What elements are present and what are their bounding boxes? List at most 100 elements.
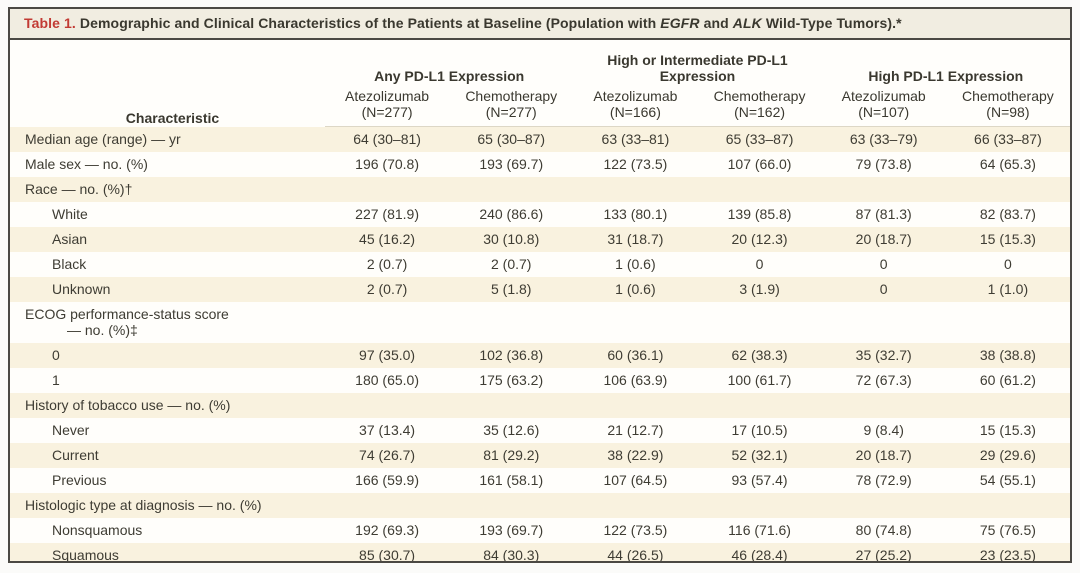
table-row: Histologic type at diagnosis — no. (%)	[10, 493, 1070, 518]
cell-value: 193 (69.7)	[479, 156, 544, 172]
cell-value: 80 (74.8)	[855, 522, 912, 538]
row-label: Race — no. (%)†	[25, 181, 133, 197]
cell-value: 23 (23.5)	[979, 547, 1036, 563]
row-label: Unknown	[52, 281, 111, 297]
table-row: Current 74 (26.7) 81 (29.2) 38 (22.9) 52 (32…	[10, 443, 1070, 468]
cell-value: 35 (12.6)	[483, 422, 540, 438]
cell-value: 35 (32.7)	[855, 347, 912, 363]
cell-value: 17 (10.5)	[731, 422, 788, 438]
table-row: History of tobacco use — no. (%)	[10, 393, 1070, 418]
cell-value: 116 (71.6)	[728, 522, 791, 538]
cell-value	[573, 493, 697, 518]
cell-value: 240 (86.6)	[479, 206, 544, 222]
column-header-atezolizumab-any: Atezolizumab (N=277)	[325, 85, 450, 127]
cell-value	[946, 302, 1070, 343]
column-header-chemotherapy-high-intermediate: Chemotherapy (N=162)	[697, 85, 822, 127]
title-gene-egfr: EGFR	[660, 15, 700, 31]
cell-value: 227 (81.9)	[355, 206, 419, 222]
cell-value: 75 (76.5)	[979, 522, 1036, 538]
cell-value: 0	[755, 256, 764, 272]
title-text: and	[699, 15, 733, 31]
title-text: Demographic and Clinical Characteristics…	[79, 15, 661, 31]
sample-size: (N=107)	[858, 104, 910, 120]
table-row: Male sex — no. (%) 196 (70.8) 193 (69.7) 12…	[10, 152, 1070, 177]
cell-value: 27 (25.2)	[855, 547, 912, 563]
cell-value	[449, 493, 573, 518]
cell-value: 93 (57.4)	[731, 472, 788, 488]
cell-value: 64 (65.3)	[979, 156, 1036, 172]
cell-value: 65 (30–87)	[477, 131, 546, 147]
cell-value	[946, 493, 1070, 518]
row-label: Histologic type at diagnosis — no. (%)	[25, 497, 262, 513]
row-label: History of tobacco use — no. (%)	[25, 397, 231, 413]
cell-value: 60 (36.1)	[607, 347, 664, 363]
drug-name: Chemotherapy	[961, 88, 1054, 104]
cell-value	[449, 302, 573, 343]
cell-value: 1 (1.0)	[987, 281, 1029, 297]
row-label: 0	[52, 347, 60, 363]
title-gene-alk: ALK	[732, 15, 762, 31]
cell-value: 1 (0.6)	[615, 256, 656, 272]
cell-value: 122 (73.5)	[603, 522, 668, 538]
cell-value: 65 (33–87)	[725, 131, 794, 147]
cell-value: 20 (18.7)	[855, 231, 912, 247]
column-header-chemotherapy-high: Chemotherapy (N=98)	[945, 85, 1070, 127]
group-header-row: Characteristic Any PD-L1 Expression High…	[10, 40, 1070, 127]
cell-value	[449, 177, 573, 202]
cell-value: 180 (65.0)	[355, 372, 419, 388]
cell-value	[946, 177, 1070, 202]
cell-value: 30 (10.8)	[483, 231, 540, 247]
cell-value: 2 (0.7)	[366, 281, 408, 297]
table-row: Previous 166 (59.9) 161 (58.1) 107 (64.5) 93…	[10, 468, 1070, 493]
cell-value: 192 (69.3)	[355, 522, 419, 538]
cell-value: 66 (33–87)	[974, 131, 1042, 147]
cell-value	[697, 393, 821, 418]
column-header-atezolizumab-high-intermediate: Atezolizumab (N=166)	[573, 85, 698, 127]
table-row: Black 2 (0.7) 2 (0.7) 1 (0.6) 0 0 0	[10, 252, 1070, 277]
cell-value: 20 (18.7)	[855, 447, 912, 463]
cell-value: 2 (0.7)	[366, 256, 408, 272]
cell-value: 161 (58.1)	[479, 472, 544, 488]
table-title: Table 1. Demographic and Clinical Charact…	[10, 9, 1070, 40]
column-header-characteristic: Characteristic	[10, 40, 325, 127]
group-header-high-pdl1: High PD-L1 Expression	[821, 40, 1070, 85]
cell-value: 15 (15.3)	[979, 422, 1036, 438]
cell-value	[325, 393, 449, 418]
cell-value: 175 (63.2)	[479, 372, 544, 388]
row-label: Current	[52, 447, 99, 463]
cell-value: 45 (16.2)	[359, 231, 416, 247]
group-header-any-pdl1: Any PD-L1 Expression	[325, 40, 574, 85]
row-label: Asian	[52, 231, 88, 247]
cell-value: 60 (61.2)	[979, 372, 1036, 388]
row-label: Nonsquamous	[52, 522, 143, 538]
cell-value	[946, 393, 1070, 418]
cell-value: 87 (81.3)	[855, 206, 912, 222]
cell-value: 122 (73.5)	[603, 156, 668, 172]
sample-size: (N=277)	[361, 104, 413, 120]
cell-value: 193 (69.7)	[479, 522, 544, 538]
cell-value: 100 (61.7)	[727, 372, 792, 388]
cell-value: 37 (13.4)	[359, 422, 416, 438]
cell-value: 102 (36.8)	[479, 347, 544, 363]
cell-value: 78 (72.9)	[855, 472, 912, 488]
drug-name: Atezolizumab	[345, 88, 430, 104]
cell-value: 5 (1.8)	[491, 281, 532, 297]
cell-value: 29 (29.6)	[979, 447, 1036, 463]
drug-name: Atezolizumab	[841, 88, 926, 104]
cell-value: 107 (66.0)	[727, 156, 792, 172]
cell-value: 20 (12.3)	[731, 231, 788, 247]
cell-value: 81 (29.2)	[483, 447, 540, 463]
cell-value: 63 (33–79)	[849, 131, 918, 147]
group-header-high-intermediate-pdl1: High or Intermediate PD-L1 Expression	[573, 40, 822, 85]
cell-value: 15 (15.3)	[979, 231, 1036, 247]
row-label: Median age (range) — yr	[25, 130, 181, 147]
row-label: Black	[52, 256, 87, 272]
table-row: Never 37 (13.4) 35 (12.6) 21 (12.7) 17 (10.5…	[10, 418, 1070, 443]
cell-value: 82 (83.7)	[979, 206, 1036, 222]
cell-value: 2 (0.7)	[491, 256, 532, 272]
cell-value: 97 (35.0)	[359, 347, 416, 363]
cell-value	[697, 493, 821, 518]
cell-value: 0	[879, 256, 888, 272]
cell-value	[822, 177, 946, 202]
